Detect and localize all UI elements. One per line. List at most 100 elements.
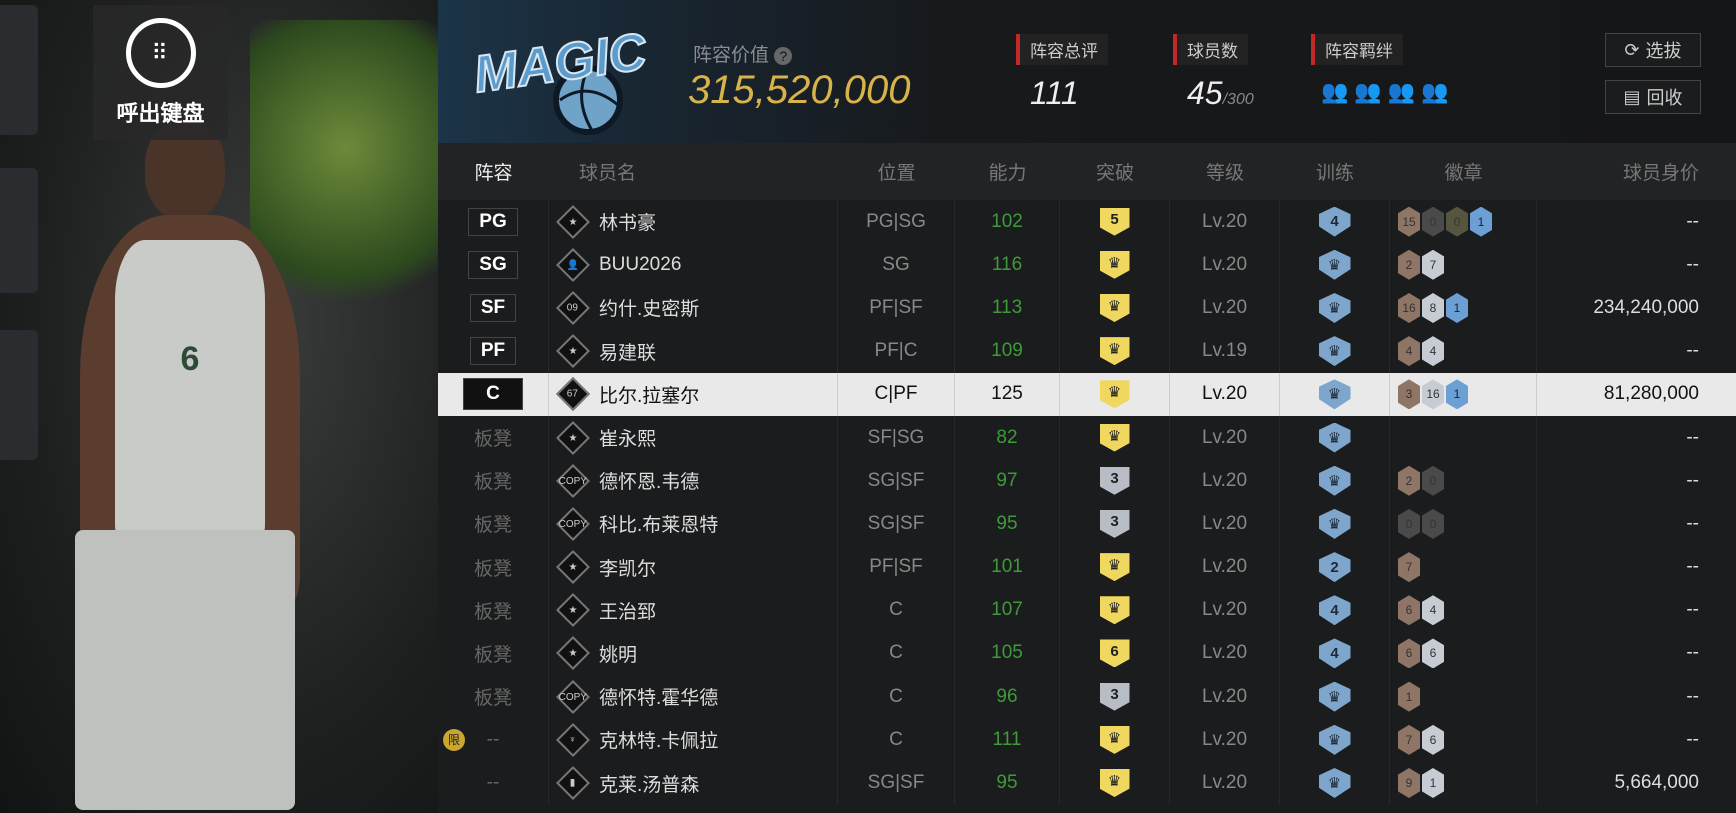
team-bond-icon[interactable]: 👥 xyxy=(1321,79,1349,104)
player-name-cell[interactable]: COPY 德怀恩.韦德 xyxy=(549,459,838,503)
train-cell: 4 xyxy=(1280,631,1390,676)
team-bond-icon[interactable]: 👥 xyxy=(1387,79,1416,104)
col-badges[interactable]: 徽章 xyxy=(1444,163,1483,184)
break-cell: ♛ xyxy=(1060,372,1170,416)
player-name-cell[interactable]: 67 比尔.拉塞尔 xyxy=(549,372,838,416)
player-name-cell[interactable]: ★ 崔永熙 xyxy=(549,415,838,460)
player-name: 德怀恩.韦德 xyxy=(599,472,700,494)
break-badge-icon: ♛ xyxy=(1099,596,1130,625)
col-level[interactable]: 等级 xyxy=(1205,163,1244,184)
lineup-cell[interactable]: SG xyxy=(438,243,549,287)
lineup-cell[interactable]: 板凳 xyxy=(438,675,549,719)
player-name-cell[interactable]: 09 约什.史密斯 xyxy=(549,286,838,330)
player-name-cell[interactable]: ★ 林书豪 xyxy=(549,200,838,244)
position: SG|SF xyxy=(838,459,955,503)
player-name-cell[interactable]: ♆ 克林特.卡佩拉 xyxy=(549,718,838,762)
lineup-slot: 板凳 xyxy=(473,558,512,580)
lineup-cell[interactable]: 板凳 xyxy=(438,545,549,589)
lineup-cell[interactable]: PG xyxy=(438,200,549,244)
side-tab-more[interactable] xyxy=(0,330,38,460)
player-price: -- xyxy=(1686,426,1699,448)
position: SG|SF xyxy=(838,502,955,546)
badge-silver: 8 xyxy=(1422,292,1444,323)
player-name-cell[interactable]: ★ 李凯尔 xyxy=(549,545,838,589)
side-tab-back[interactable] xyxy=(0,5,38,135)
table-row[interactable]: 板凳 COPY 德怀特.霍华德 C 96 3 Lv.20 ♛ 1 -- xyxy=(438,675,1736,719)
team-bond-icon[interactable]: 👥 xyxy=(1421,79,1449,104)
badge-silver: 16 xyxy=(1422,379,1444,410)
player-name-cell[interactable]: 👤 BUU2026 xyxy=(549,243,838,287)
table-row[interactable]: C 67 比尔.拉塞尔 C|PF 125 ♛ Lv.20 ♛ 3 16 1 81,28… xyxy=(438,372,1736,416)
badges-cell: 3 16 1 xyxy=(1390,372,1537,416)
lineup-cell[interactable]: C xyxy=(438,372,549,416)
col-position[interactable]: 位置 xyxy=(877,163,916,184)
train-cell: ♛ xyxy=(1280,675,1390,719)
col-ability[interactable]: 能力 xyxy=(988,163,1027,184)
team-bond-icon[interactable]: 👥 xyxy=(1354,79,1382,104)
col-break[interactable]: 突破 xyxy=(1095,163,1134,184)
badge-bronze: 7 xyxy=(1398,552,1420,583)
table-row[interactable]: 板凳 ★ 李凯尔 PF|SF 101 ♛ Lv.20 2 7 -- xyxy=(438,545,1736,589)
badge-blue: 1 xyxy=(1446,379,1468,410)
train-badge-icon: ♛ xyxy=(1318,724,1351,755)
lineup-cell[interactable]: 板凳 xyxy=(438,459,549,503)
select-button[interactable]: ⟳ 选拔 xyxy=(1605,33,1701,67)
lineup-cell[interactable]: 板凳 xyxy=(438,588,549,632)
train-cell: ♛ xyxy=(1280,329,1390,373)
table-row[interactable]: SF 09 约什.史密斯 PF|SF 113 ♛ Lv.20 ♛ 16 8 1 234… xyxy=(438,286,1736,330)
player-count-value: 45 xyxy=(1187,75,1223,111)
player-name-cell[interactable]: COPY 科比.布莱恩特 xyxy=(549,502,838,546)
help-icon[interactable]: ? xyxy=(774,47,793,65)
player-type-67-icon: 67 xyxy=(556,377,590,412)
break-cell: 3 xyxy=(1060,502,1170,546)
lineup-cell[interactable]: -- xyxy=(438,761,549,805)
col-name[interactable]: 球员名 xyxy=(579,163,637,184)
team-value-label: 阵容价值 ? xyxy=(693,40,793,67)
badges-cell: 1 xyxy=(1390,675,1537,719)
badges-cell: 16 8 1 xyxy=(1390,286,1537,330)
badge-dark: 0 xyxy=(1422,206,1444,237)
lineup-cell[interactable]: SF xyxy=(438,286,549,330)
train-cell: 4 xyxy=(1280,200,1390,244)
badge-silver: 7 xyxy=(1422,249,1444,280)
badge-olive: 0 xyxy=(1446,206,1468,237)
player-price: 234,240,000 xyxy=(1593,296,1699,318)
col-train[interactable]: 训练 xyxy=(1315,163,1354,184)
player-name-cell[interactable]: ★ 王治郅 xyxy=(549,588,838,632)
player-name-cell[interactable]: ▮ 克莱.汤普森 xyxy=(549,761,838,805)
table-row[interactable]: 板凳 ★ 崔永熙 SF|SG 82 ♛ Lv.20 ♛ -- xyxy=(438,415,1736,460)
ability: 125 xyxy=(955,372,1060,416)
lineup-cell[interactable]: PF xyxy=(438,329,549,373)
col-lineup[interactable]: 阵容 xyxy=(474,163,513,184)
player-type-chart-icon: ▮ xyxy=(556,766,590,801)
lineup-cell[interactable]: 板凳 xyxy=(438,631,549,676)
train-cell: ♛ xyxy=(1280,718,1390,762)
team-bonds[interactable]: 阵容羁绊 👥 👥 👥 👥 xyxy=(1311,34,1449,105)
lineup-cell[interactable]: 限 -- xyxy=(438,718,549,762)
train-badge-icon: ♛ xyxy=(1318,508,1351,539)
show-keyboard-button[interactable]: ⠿ 呼出键盘 xyxy=(93,5,228,140)
break-cell: 3 xyxy=(1060,675,1170,719)
badge-bronze: 1 xyxy=(1398,681,1420,712)
player-name-cell[interactable]: ★ 姚明 xyxy=(549,631,838,676)
col-price[interactable]: 球员身价 xyxy=(1622,163,1699,184)
table-row[interactable]: PG ★ 林书豪 PG|SG 102 5 Lv.20 4 15 0 0 1 -- xyxy=(438,200,1736,244)
player-price: -- xyxy=(1686,210,1699,232)
badge-bronze: 4 xyxy=(1398,336,1420,367)
recycle-button[interactable]: ▤ 回收 xyxy=(1605,80,1701,114)
lineup-cell[interactable]: 板凳 xyxy=(438,415,549,460)
lineup-cell[interactable]: 板凳 xyxy=(438,502,549,546)
player-name: 比尔.拉塞尔 xyxy=(599,385,700,407)
player-name-cell[interactable]: ★ 易建联 xyxy=(549,329,838,373)
side-tab[interactable] xyxy=(0,168,38,293)
player-name-cell[interactable]: COPY 德怀特.霍华德 xyxy=(549,675,838,719)
